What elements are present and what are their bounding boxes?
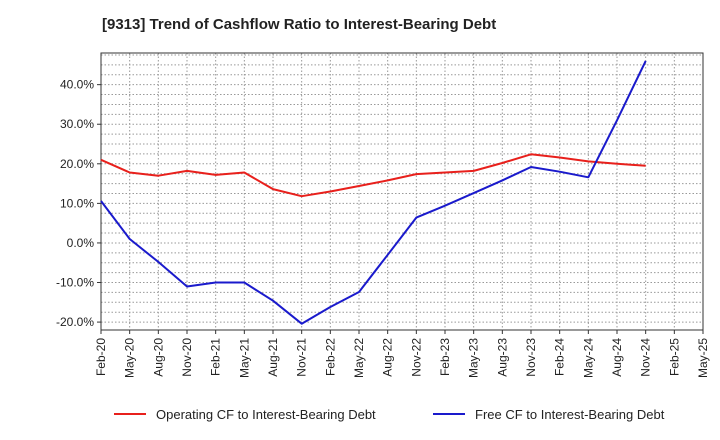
chart-title: [9313] Trend of Cashflow Ratio to Intere… [102,16,497,33]
x-tick-label: May-22 [352,338,366,378]
x-tick-label: Feb-24 [553,338,567,376]
y-tick-label: 10.0% [60,196,94,210]
x-tick-label: Nov-24 [639,338,653,377]
x-tick-label: Aug-22 [381,338,395,377]
x-tick-label: May-24 [581,338,595,378]
grid-layer [100,53,704,330]
y-tick-label: 40.0% [60,78,94,92]
y-tick-label: 30.0% [60,117,94,131]
x-tick-label: Aug-24 [610,338,624,377]
series-line-2 [100,60,647,325]
x-tick-label: May-25 [696,338,710,378]
x-tick-label: May-23 [467,338,481,378]
plot-border [100,52,704,331]
x-tick-label: Aug-21 [266,338,280,377]
x-tick-label: Aug-20 [151,338,165,377]
x-tick-label: Nov-23 [524,338,538,377]
x-tick-label: May-20 [123,338,137,378]
y-tick-label: -10.0% [56,276,94,290]
x-tick-label: Nov-20 [180,338,194,377]
y-tick-label: -20.0% [56,315,94,329]
x-tick-label: May-21 [237,338,251,378]
x-tick-label: Feb-23 [438,338,452,376]
x-tick-label: Nov-21 [295,338,309,377]
x-tick-label: Nov-22 [409,338,423,377]
x-tick-label: Feb-25 [667,338,681,376]
y-tick-label: 20.0% [60,157,94,171]
legend: Operating CF to Interest-Bearing Debt Fre… [114,407,665,422]
x-tick-label: Feb-22 [323,338,337,376]
x-tick-label: Feb-20 [94,338,108,376]
x-tick-label: Aug-23 [495,338,509,377]
series-line-1 [100,153,646,198]
x-tick-label: Feb-21 [209,338,223,376]
axis-layer: -20.0% -10.0% 0.0% 10.0% 20.0% 30.0% 40.0% Feb-… [56,52,710,378]
legend-label-2: Free CF to Interest-Bearing Debt [475,407,665,422]
legend-label-1: Operating CF to Interest-Bearing Debt [156,407,376,422]
y-tick-label: 0.0% [67,236,95,250]
series-layer [100,60,647,325]
